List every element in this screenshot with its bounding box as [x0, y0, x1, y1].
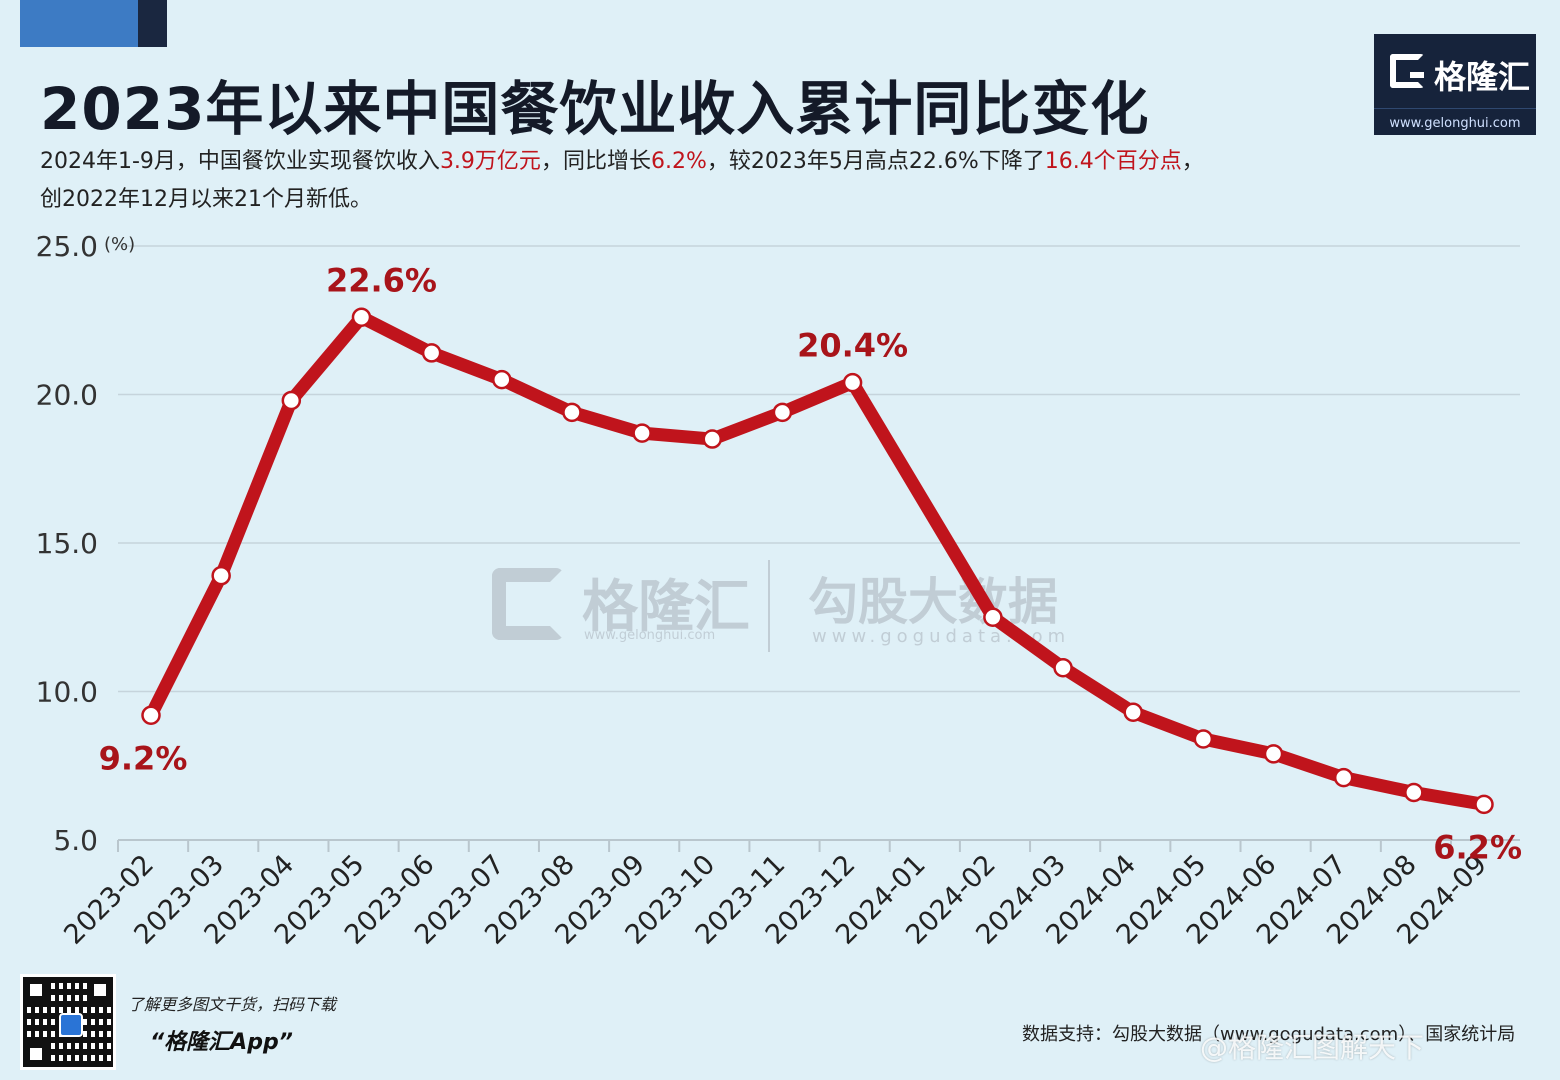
y-tick-label: 10.0	[36, 676, 98, 709]
data-point	[702, 429, 723, 449]
data-point	[211, 565, 231, 586]
y-axis: 5.0 10.0 15.0 20.0 25.0 (%)	[36, 230, 136, 857]
y-tick-label: 5.0	[53, 824, 98, 857]
data-point	[492, 369, 512, 390]
data-point	[1053, 657, 1073, 678]
logo-name: 格隆汇	[1434, 58, 1531, 96]
data-labels: 9.2% 22.6% 20.4% 6.2%	[99, 261, 1522, 866]
y-tick-label: 20.0	[36, 379, 98, 412]
subtitle-highlight-drop: 16.4个百分点	[1044, 149, 1182, 174]
subtitle-highlight-growth: 6.2%	[650, 149, 707, 174]
series-line	[144, 310, 1491, 811]
qr-logo-icon	[59, 1013, 83, 1037]
data-point	[1263, 744, 1284, 764]
x-axis: 2023-022023-032023-042023-052023-062023-…	[58, 839, 1520, 951]
subtitle-text: 2024年1-9月，中国餐饮业实现餐饮收入	[40, 149, 440, 174]
qr-code[interactable]	[20, 974, 116, 1070]
subtitle-text: ，较2023年5月高点22.6%下降了	[706, 149, 1045, 174]
y-tick-label: 25.0	[36, 230, 98, 263]
subtitle-text: ，同比增长	[540, 149, 651, 174]
logo-url: www.gelonghui.com	[1389, 116, 1521, 131]
data-point	[1404, 782, 1424, 803]
data-point	[351, 307, 372, 328]
data-point	[281, 390, 302, 411]
grid-lines	[118, 245, 1520, 693]
subtitle-highlight-revenue: 3.9万亿元	[439, 149, 541, 174]
chart-subtitle: 2024年1-9月，中国餐饮业实现餐饮收入3.9万亿元，同比增长6.2%，较20…	[40, 143, 1370, 219]
y-tick-label: 15.0	[36, 527, 98, 560]
data-point	[1474, 794, 1494, 815]
app-name: “格隆汇App”	[150, 1030, 293, 1055]
qr-finder-icon	[25, 1043, 47, 1065]
qr-finder-icon	[89, 979, 111, 1001]
data-point	[1193, 729, 1214, 749]
qr-finder-icon	[25, 979, 47, 1001]
weibo-watermark: @格隆汇图解天下	[1200, 1031, 1425, 1064]
data-label: 9.2%	[99, 739, 188, 777]
qr-note: 了解更多图文干货，扫码下载	[128, 995, 337, 1014]
data-point	[1123, 702, 1143, 723]
data-label: 6.2%	[1433, 828, 1522, 866]
chart-title: 2023年以来中国餐饮业收入累计同比变化	[40, 75, 1150, 143]
data-point	[141, 705, 161, 726]
data-point	[772, 402, 793, 423]
data-point	[983, 607, 1003, 627]
gelonghui-logo: 格隆汇 www.gelonghui.com	[1374, 34, 1536, 135]
logo-divider	[1374, 108, 1536, 109]
y-axis-unit: (%)	[104, 234, 135, 255]
series-line	[144, 310, 1491, 811]
subtitle-text: ，	[1181, 149, 1204, 174]
data-point	[1333, 767, 1354, 788]
data-point	[842, 372, 863, 393]
data-source: 数据支持：勾股大数据（www.gogudata.com）、国家统计局	[1022, 1024, 1516, 1045]
data-point	[632, 423, 652, 443]
top-accent-bar	[20, 0, 138, 47]
data-label: 20.4%	[797, 327, 908, 365]
data-point	[421, 343, 442, 363]
data-points	[141, 307, 1494, 815]
data-label: 22.6%	[326, 261, 437, 299]
subtitle-text-line2: 创2022年12月以来21个月新低。	[40, 187, 372, 212]
g-logo-icon	[1390, 54, 1424, 88]
top-accent-bar-dark	[138, 0, 167, 47]
data-point	[562, 402, 582, 423]
